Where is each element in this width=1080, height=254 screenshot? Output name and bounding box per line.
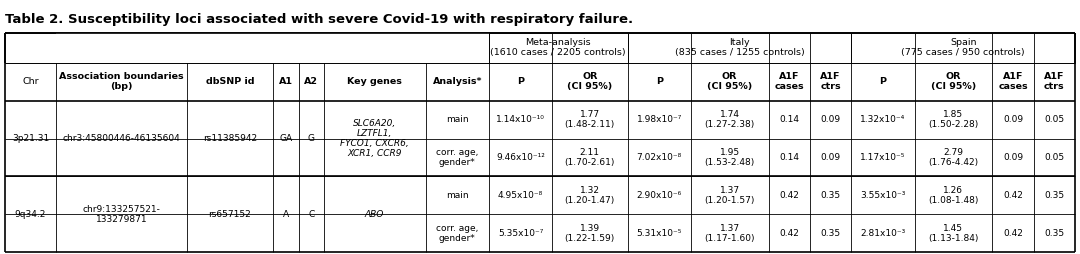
Text: 5.35x10⁻⁷: 5.35x10⁻⁷ xyxy=(498,229,543,237)
Text: 7.02x10⁻⁸: 7.02x10⁻⁸ xyxy=(636,153,681,162)
Text: P: P xyxy=(656,77,663,86)
Text: Meta-analysis
(1610 cases / 2205 controls): Meta-analysis (1610 cases / 2205 control… xyxy=(490,38,626,57)
Text: 0.05: 0.05 xyxy=(1044,153,1065,162)
Text: 1.14x10⁻¹⁰: 1.14x10⁻¹⁰ xyxy=(496,115,545,124)
Text: 2.90x10⁻⁶: 2.90x10⁻⁶ xyxy=(636,191,681,200)
Text: 0.09: 0.09 xyxy=(821,153,840,162)
Text: 2.79
(1.76-4.42): 2.79 (1.76-4.42) xyxy=(929,148,978,167)
Text: OR
(CI 95%): OR (CI 95%) xyxy=(567,72,612,91)
Text: main: main xyxy=(446,191,469,200)
Text: A1F
ctrs: A1F ctrs xyxy=(1044,72,1065,91)
Text: 5.31x10⁻⁵: 5.31x10⁻⁵ xyxy=(636,229,681,237)
Text: 0.35: 0.35 xyxy=(821,229,840,237)
Text: 1.32
(1.20-1.47): 1.32 (1.20-1.47) xyxy=(565,186,615,205)
Text: C: C xyxy=(308,210,314,219)
Text: A1F
cases: A1F cases xyxy=(774,72,805,91)
Text: OR
(CI 95%): OR (CI 95%) xyxy=(931,72,976,91)
Text: Association boundaries
(bp): Association boundaries (bp) xyxy=(59,72,184,91)
Text: A1F
ctrs: A1F ctrs xyxy=(821,72,841,91)
Text: 1.32x10⁻⁴: 1.32x10⁻⁴ xyxy=(861,115,905,124)
Text: Table 2. Susceptibility loci associated with severe Covid-19 with respiratory fa: Table 2. Susceptibility loci associated … xyxy=(5,13,633,26)
Text: chr9:133257521-
133279871: chr9:133257521- 133279871 xyxy=(83,205,161,224)
Text: P: P xyxy=(879,77,887,86)
Text: 9.46x10⁻¹²: 9.46x10⁻¹² xyxy=(496,153,545,162)
Text: Key genes: Key genes xyxy=(347,77,402,86)
Text: 9q34.2: 9q34.2 xyxy=(15,210,46,219)
Text: 0.09: 0.09 xyxy=(1003,115,1023,124)
Text: 1.85
(1.50-2.28): 1.85 (1.50-2.28) xyxy=(929,110,978,129)
Text: Analysis*: Analysis* xyxy=(433,77,482,86)
Text: 2.11
(1.70-2.61): 2.11 (1.70-2.61) xyxy=(565,148,615,167)
Text: main: main xyxy=(446,115,469,124)
Text: 0.14: 0.14 xyxy=(780,115,799,124)
Text: A: A xyxy=(283,210,289,219)
Text: ABO: ABO xyxy=(365,210,384,219)
Text: 0.05: 0.05 xyxy=(1044,115,1065,124)
Text: SLC6A20,
LZTFL1,
FYCO1, CXCR6,
XCR1, CCR9: SLC6A20, LZTFL1, FYCO1, CXCR6, XCR1, CCR… xyxy=(340,119,409,158)
Text: Chr: Chr xyxy=(23,77,39,86)
Text: G: G xyxy=(308,134,315,143)
Text: 1.17x10⁻⁵: 1.17x10⁻⁵ xyxy=(860,153,905,162)
Text: 1.77
(1.48-2.11): 1.77 (1.48-2.11) xyxy=(565,110,615,129)
Text: GA: GA xyxy=(280,134,293,143)
Text: A1: A1 xyxy=(279,77,293,86)
Text: rs11385942: rs11385942 xyxy=(203,134,257,143)
Text: 0.35: 0.35 xyxy=(821,191,840,200)
Text: corr. age,
gender*: corr. age, gender* xyxy=(436,224,478,243)
Text: rs657152: rs657152 xyxy=(208,210,252,219)
Text: 1.98x10⁻⁷: 1.98x10⁻⁷ xyxy=(636,115,681,124)
Text: 3p21.31: 3p21.31 xyxy=(12,134,50,143)
Text: 0.42: 0.42 xyxy=(780,229,799,237)
Text: 1.74
(1.27-2.38): 1.74 (1.27-2.38) xyxy=(704,110,755,129)
Text: Italy
(835 cases / 1255 controls): Italy (835 cases / 1255 controls) xyxy=(675,38,805,57)
Text: 4.95x10⁻⁸: 4.95x10⁻⁸ xyxy=(498,191,543,200)
Text: 1.45
(1.13-1.84): 1.45 (1.13-1.84) xyxy=(928,224,978,243)
Text: dbSNP id: dbSNP id xyxy=(205,77,254,86)
Text: 1.37
(1.17-1.60): 1.37 (1.17-1.60) xyxy=(704,224,755,243)
Text: corr. age,
gender*: corr. age, gender* xyxy=(436,148,478,167)
Text: 0.35: 0.35 xyxy=(1044,191,1065,200)
Text: 0.35: 0.35 xyxy=(1044,229,1065,237)
Text: 0.42: 0.42 xyxy=(780,191,799,200)
Text: 0.42: 0.42 xyxy=(1003,191,1023,200)
Text: 1.26
(1.08-1.48): 1.26 (1.08-1.48) xyxy=(928,186,978,205)
Text: Spain
(775 cases / 950 controls): Spain (775 cases / 950 controls) xyxy=(902,38,1025,57)
Text: 0.42: 0.42 xyxy=(1003,229,1023,237)
Text: 1.95
(1.53-2.48): 1.95 (1.53-2.48) xyxy=(704,148,755,167)
Text: A1F
cases: A1F cases xyxy=(998,72,1028,91)
Text: A2: A2 xyxy=(305,77,319,86)
Text: 0.09: 0.09 xyxy=(821,115,840,124)
Text: chr3:45800446-46135604: chr3:45800446-46135604 xyxy=(63,134,180,143)
Text: OR
(CI 95%): OR (CI 95%) xyxy=(707,72,753,91)
Text: 0.09: 0.09 xyxy=(1003,153,1023,162)
Text: 2.81x10⁻³: 2.81x10⁻³ xyxy=(861,229,905,237)
Bar xyxy=(56,33,489,62)
Text: 1.37
(1.20-1.57): 1.37 (1.20-1.57) xyxy=(704,186,755,205)
Text: P: P xyxy=(517,77,524,86)
Text: 0.14: 0.14 xyxy=(780,153,799,162)
Text: 3.55x10⁻³: 3.55x10⁻³ xyxy=(860,191,905,200)
Text: 1.39
(1.22-1.59): 1.39 (1.22-1.59) xyxy=(565,224,615,243)
